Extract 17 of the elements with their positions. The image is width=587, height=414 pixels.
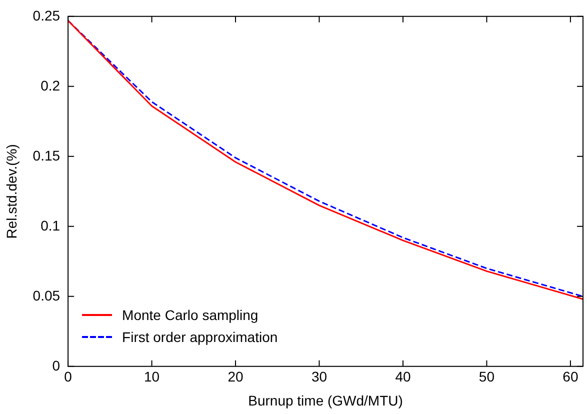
y-tick-label: 0.2 [40,77,60,94]
x-tick-label: 0 [64,368,72,385]
x-tick-label: 40 [395,368,411,385]
x-tick-label: 50 [478,368,495,385]
x-axis-title: Burnup time (GWd/MTU) [248,392,403,408]
y-tick-label: 0.05 [32,287,60,304]
y-tick-label: 0 [52,357,60,374]
y-tick-label: 0.15 [32,147,60,164]
legend-label: First order approximation [122,329,278,346]
y-tick-label: 0.1 [40,217,60,234]
x-tick-label: 20 [228,368,244,385]
y-tick-label: 0.25 [32,7,60,24]
legend-label: Monte Carlo sampling [122,307,258,324]
y-axis-title: Rel.std.dev.(%) [3,144,20,239]
x-tick-label: 10 [144,368,160,385]
x-tick-label: 60 [562,368,578,385]
x-tick-label: 30 [311,368,328,385]
